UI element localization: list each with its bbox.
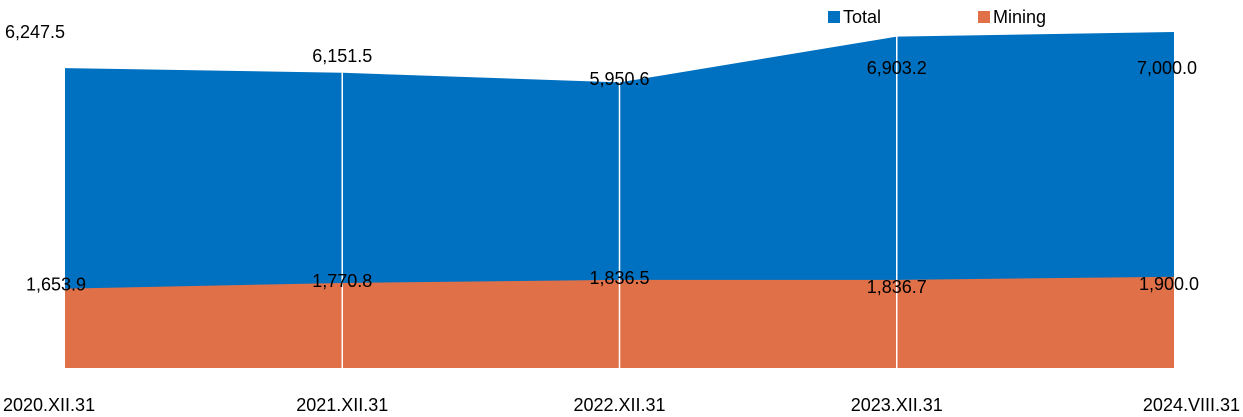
legend-swatch-mining	[978, 11, 990, 23]
data-label-total: 6,247.5	[5, 22, 65, 42]
data-label-mining: 1,900.0	[1139, 274, 1199, 294]
x-tick-label: 2024.VIII.31	[1143, 395, 1240, 415]
x-axis-ticks: 2020.XII.31 2021.XII.31 2022.XII.31 2023.XI…	[3, 395, 1240, 415]
x-tick-label: 2020.XII.31	[3, 395, 95, 415]
legend-swatch-total	[828, 11, 840, 23]
data-label-mining: 1,770.8	[312, 271, 372, 291]
data-labels: 6,247.5 6,151.5 5,950.6 6,903.2 7,000.0 1,653…	[5, 22, 1199, 297]
x-tick-label: 2023.XII.31	[851, 395, 943, 415]
data-label-mining: 1,836.7	[867, 277, 927, 297]
data-label-total: 6,903.2	[867, 58, 927, 78]
data-label-total: 5,950.6	[589, 69, 649, 89]
legend: Total Mining	[828, 7, 1046, 27]
x-tick-label: 2021.XII.31	[296, 395, 388, 415]
legend-label-mining: Mining	[993, 7, 1046, 27]
data-label-total: 6,151.5	[312, 46, 372, 66]
vertical-gridlines	[341, 20, 898, 368]
legend-label-total: Total	[843, 7, 881, 27]
data-label-total: 7,000.0	[1137, 58, 1197, 78]
x-tick-label: 2022.XII.31	[573, 395, 665, 415]
data-label-mining: 1,653.9	[26, 275, 86, 295]
data-label-mining: 1,836.5	[589, 268, 649, 288]
